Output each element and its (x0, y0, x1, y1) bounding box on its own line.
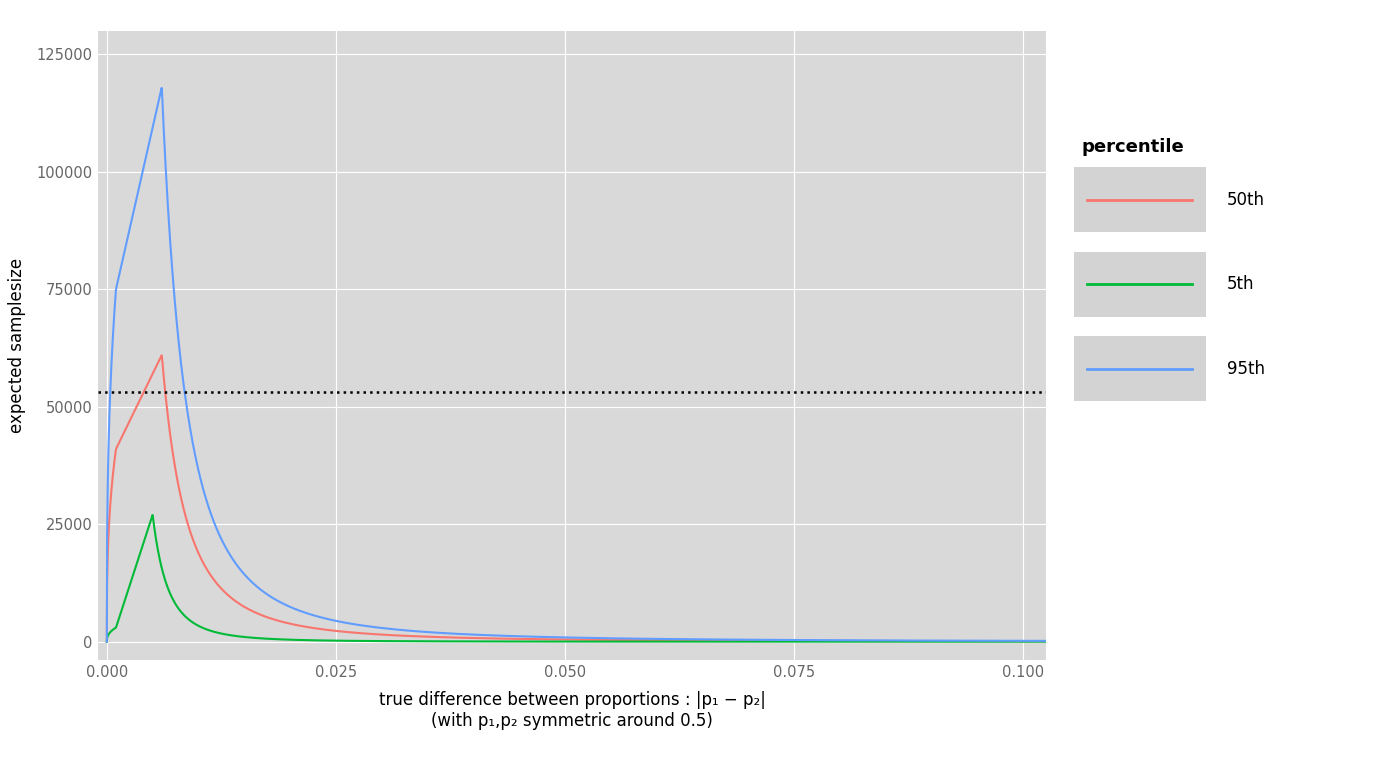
95th (206, 518, 223, 528)
5th (1038, 637, 1055, 647)
95th (262, 591, 279, 601)
50th (262, 614, 279, 623)
50th (918, 637, 935, 646)
Text: 50th: 50th (1226, 190, 1264, 209)
5th (918, 637, 935, 646)
5th (459, 637, 476, 646)
5th (206, 627, 223, 637)
5th (1020, 637, 1036, 647)
Y-axis label: expected samplesize: expected samplesize (7, 258, 25, 433)
50th (99, 637, 116, 647)
Line: 95th: 95th (107, 88, 1046, 642)
50th (206, 576, 223, 585)
95th (459, 630, 476, 639)
95th (918, 636, 935, 645)
50th (499, 634, 516, 644)
5th (144, 511, 160, 520)
95th (153, 83, 170, 92)
Line: 50th: 50th (107, 356, 1046, 642)
X-axis label: true difference between proportions : |p₁ − p₂|
(with p₁,p₂ symmetric around 0.5: true difference between proportions : |p… (378, 691, 766, 730)
Text: 95th: 95th (1226, 359, 1264, 378)
95th (1020, 636, 1036, 645)
5th (262, 634, 279, 644)
5th (99, 637, 116, 647)
95th (499, 631, 516, 641)
Text: percentile: percentile (1081, 138, 1184, 156)
95th (1038, 636, 1055, 645)
50th (153, 351, 170, 360)
Text: 5th: 5th (1226, 275, 1254, 293)
50th (1020, 637, 1036, 646)
5th (499, 637, 516, 646)
50th (1038, 637, 1055, 646)
Line: 5th: 5th (107, 515, 1046, 642)
50th (459, 634, 476, 643)
95th (99, 637, 116, 647)
